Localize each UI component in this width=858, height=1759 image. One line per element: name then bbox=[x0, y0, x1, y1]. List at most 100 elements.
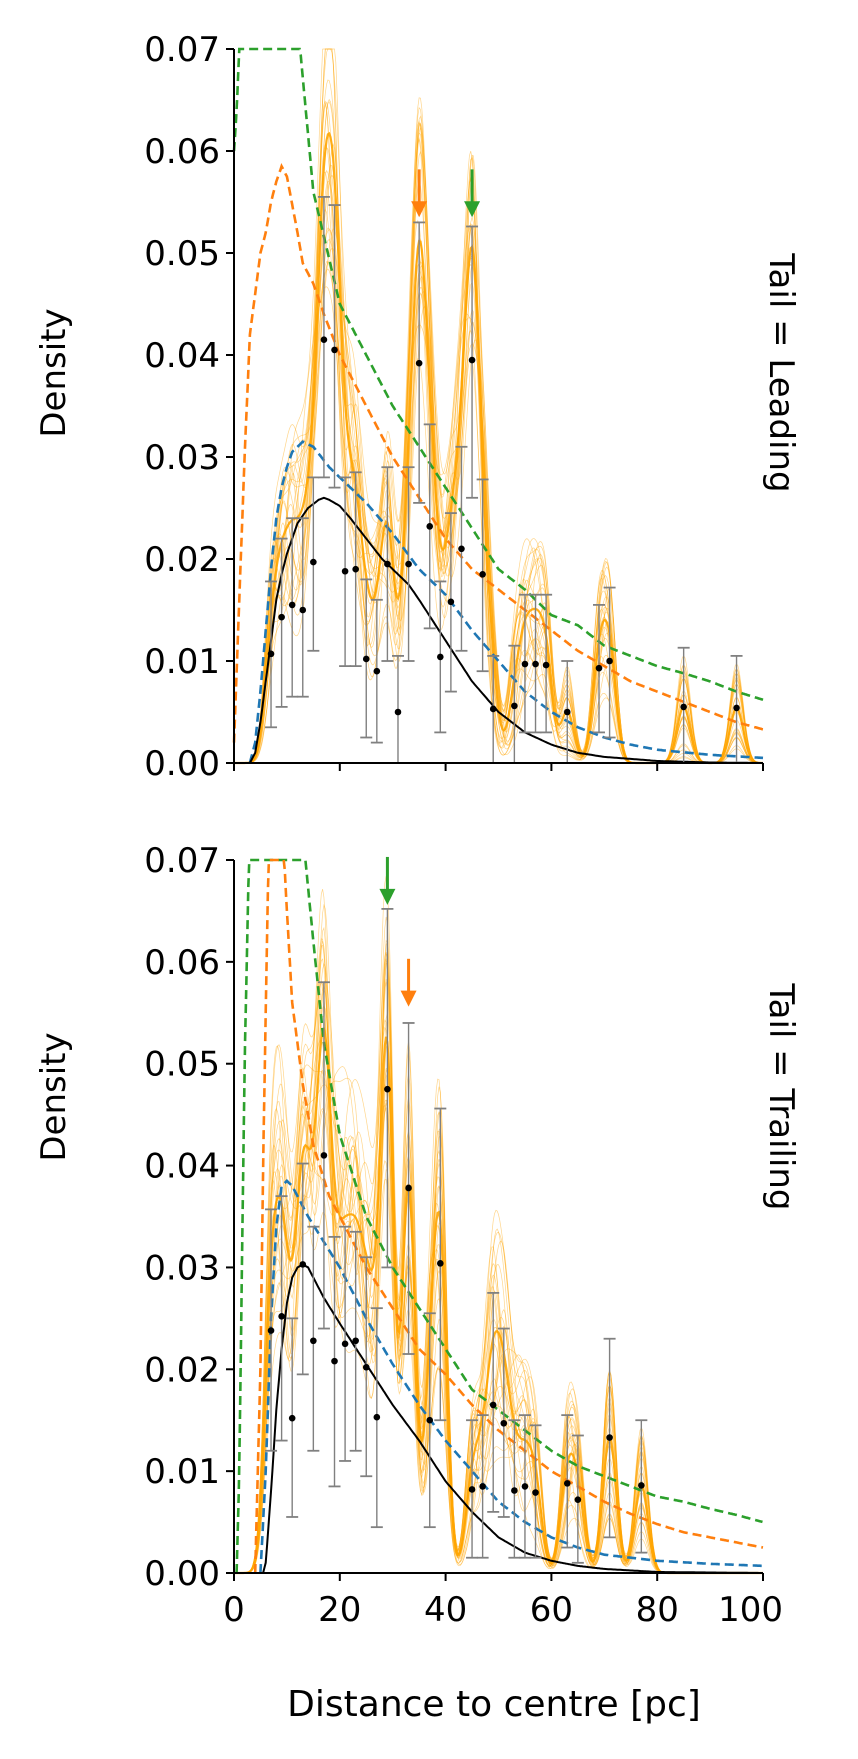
data-point bbox=[415, 359, 423, 367]
data-point bbox=[352, 1337, 359, 1345]
x-tick-label: 40 bbox=[424, 1590, 467, 1630]
data-point bbox=[288, 1414, 296, 1422]
orange-arrow-head bbox=[400, 990, 417, 1007]
x-tick-label: 60 bbox=[530, 1590, 573, 1630]
x-tick-label: 0 bbox=[223, 1590, 245, 1630]
y-tick-label: 0.00 bbox=[144, 744, 220, 784]
posterior-sample-curve bbox=[234, 79, 763, 764]
facet-label-trailing: Tail = Trailing bbox=[761, 982, 801, 1210]
data-point bbox=[310, 1337, 317, 1345]
y-tick-label: 0.04 bbox=[144, 1147, 220, 1187]
posterior-sample-curve bbox=[234, 48, 764, 764]
y-axis-label: Density bbox=[34, 308, 74, 437]
data-point bbox=[574, 1496, 582, 1503]
data-point bbox=[638, 1482, 645, 1489]
posterior-sample-curve bbox=[234, 174, 763, 764]
orange-reference-curve bbox=[253, 858, 764, 1574]
x-axis-label: Distance to centre [pc] bbox=[287, 1684, 701, 1725]
y-tick-label: 0.05 bbox=[144, 1045, 220, 1085]
data-point bbox=[500, 1419, 508, 1427]
data-point bbox=[341, 567, 349, 575]
data-point bbox=[352, 565, 359, 573]
panel-leading: 0.00 0.01 0.02 0.03 0.04 0.05 0.06 0.07 Density… bbox=[34, 30, 801, 784]
posterior-sample-curve bbox=[234, 121, 763, 764]
posterior-sample-curve bbox=[234, 48, 764, 764]
posterior-sample-curve bbox=[234, 180, 763, 764]
orange-arrow-head bbox=[411, 201, 428, 218]
posterior-sample-curve bbox=[234, 875, 763, 1574]
orange-reference-curve bbox=[232, 163, 764, 743]
data-point bbox=[458, 545, 465, 553]
posterior-sample-curves bbox=[234, 875, 763, 1575]
data-point bbox=[426, 523, 434, 530]
panel-trailing: 0.00 0.01 0.02 0.03 0.04 0.05 0.06 0.07 0 20 40 60 8… bbox=[34, 841, 801, 1630]
y-tick-label: 0.06 bbox=[144, 943, 220, 983]
data-point bbox=[373, 1413, 381, 1421]
data-point bbox=[437, 1260, 444, 1267]
data-point bbox=[532, 1489, 539, 1496]
data-point bbox=[563, 708, 571, 716]
posterior-sample-curve bbox=[234, 228, 764, 764]
blue-reference-curve bbox=[248, 440, 764, 764]
data-point bbox=[278, 613, 285, 621]
peak-arrows bbox=[379, 856, 417, 1007]
data-point bbox=[331, 1357, 338, 1365]
data-point bbox=[405, 1184, 412, 1192]
data-point bbox=[447, 598, 455, 606]
y-axis-label: Density bbox=[34, 1032, 74, 1161]
data-point bbox=[606, 1434, 613, 1441]
data-points bbox=[267, 1085, 645, 1503]
peak-arrows bbox=[411, 169, 481, 218]
y-tick-label: 0.03 bbox=[144, 438, 220, 478]
posterior-sample-curve bbox=[234, 164, 763, 764]
data-point bbox=[394, 708, 402, 716]
data-point bbox=[373, 667, 381, 675]
data-point bbox=[320, 1152, 328, 1159]
data-point bbox=[278, 1313, 285, 1320]
data-point bbox=[310, 558, 317, 566]
posterior-sample-curve bbox=[234, 48, 763, 764]
posterior-sample-curves bbox=[234, 48, 764, 765]
data-point bbox=[299, 606, 307, 614]
data-points bbox=[267, 336, 740, 716]
data-point bbox=[362, 655, 370, 663]
data-point bbox=[267, 1327, 275, 1334]
green-arrow-head bbox=[379, 888, 396, 905]
data-point bbox=[606, 657, 613, 665]
data-point bbox=[405, 560, 412, 568]
data-point bbox=[489, 705, 497, 713]
x-tick-label: 80 bbox=[636, 1590, 679, 1630]
posterior-sample-curve bbox=[234, 100, 764, 764]
data-point bbox=[299, 1261, 307, 1268]
data-point bbox=[542, 661, 550, 669]
data-point bbox=[521, 660, 529, 668]
y-tick-label: 0.03 bbox=[144, 1248, 220, 1288]
data-point bbox=[511, 1487, 518, 1494]
reference-curves bbox=[232, 47, 764, 764]
data-point bbox=[521, 1483, 529, 1490]
data-point bbox=[267, 650, 275, 658]
green-arrow-head bbox=[464, 201, 481, 218]
reference-curves bbox=[235, 858, 764, 1574]
data-point bbox=[563, 1480, 571, 1487]
data-point bbox=[331, 346, 338, 354]
y-tick-label: 0.02 bbox=[144, 540, 220, 580]
y-tick-label: 0.04 bbox=[144, 336, 220, 376]
blue-reference-curve bbox=[259, 1178, 764, 1574]
posterior-sample-curve bbox=[234, 229, 764, 764]
y-tick-label: 0.02 bbox=[144, 1350, 220, 1390]
data-point bbox=[468, 1486, 476, 1493]
y-tick-label: 0.07 bbox=[144, 30, 220, 70]
y-tick-label: 0.06 bbox=[144, 132, 220, 172]
x-tick-label: 100 bbox=[718, 1590, 783, 1630]
y-tick-label: 0.05 bbox=[144, 234, 220, 274]
posterior-sample-curve bbox=[234, 219, 763, 764]
data-point bbox=[489, 1401, 497, 1409]
data-point bbox=[595, 664, 603, 672]
y-tick-label: 0.01 bbox=[144, 642, 220, 682]
y-tick-label: 0.00 bbox=[144, 1554, 220, 1594]
error-bars bbox=[265, 907, 648, 1564]
green-reference-curve bbox=[235, 858, 763, 1574]
data-point bbox=[288, 601, 296, 609]
